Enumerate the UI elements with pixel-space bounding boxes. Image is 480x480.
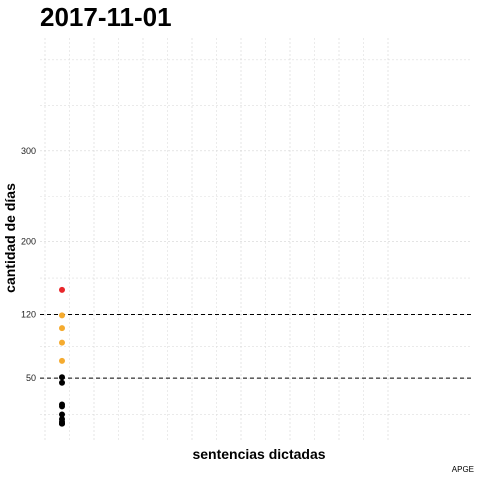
data-point-5 bbox=[59, 374, 65, 381]
data-point-2 bbox=[59, 325, 65, 332]
grid-layer bbox=[40, 38, 472, 440]
y-axis-title: cantidad de días bbox=[2, 183, 18, 293]
chart-title: 2017-11-01 bbox=[40, 2, 172, 32]
y-tick-label-120: 120 bbox=[21, 309, 36, 319]
data-point-8 bbox=[59, 403, 65, 410]
x-axis-title: sentencias dictadas bbox=[192, 446, 325, 462]
chart-caption: APGE bbox=[452, 465, 474, 474]
data-point-9 bbox=[59, 411, 65, 418]
data-point-6 bbox=[59, 379, 65, 386]
data-points bbox=[59, 286, 65, 427]
data-point-1 bbox=[59, 312, 65, 319]
data-point-4 bbox=[59, 357, 65, 364]
data-point-13 bbox=[59, 420, 65, 427]
data-point-0 bbox=[59, 286, 65, 293]
y-tick-label-50: 50 bbox=[26, 373, 36, 383]
y-tick-label-300: 300 bbox=[21, 146, 36, 156]
y-tick-label-200: 200 bbox=[21, 237, 36, 247]
reference-lines bbox=[40, 313, 472, 379]
y-tick-labels: 50 120 200 300 bbox=[21, 146, 36, 383]
data-point-3 bbox=[59, 339, 65, 346]
